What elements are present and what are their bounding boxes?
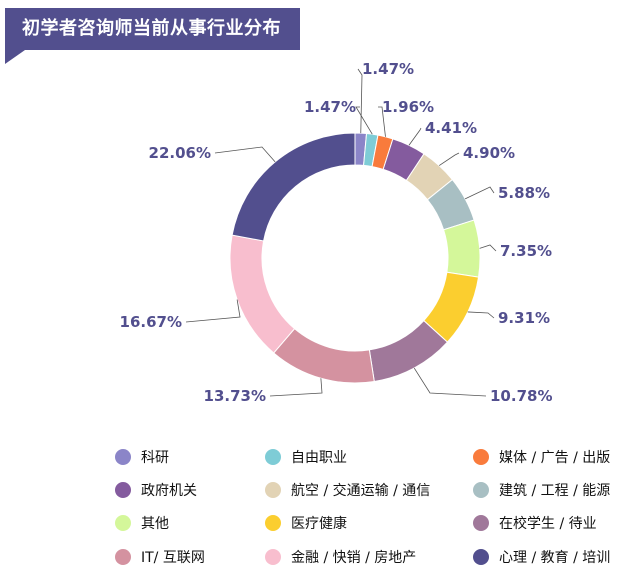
- legend-label: 建筑 / 工程 / 能源: [499, 483, 611, 499]
- data-label: 1.47%: [362, 60, 414, 78]
- leader-line: [467, 311, 495, 319]
- chart-title: 初学者咨询师当前从事行业分布: [22, 18, 281, 39]
- legend-item: 医疗健康: [265, 513, 347, 533]
- legend-label: 医疗健康: [291, 516, 347, 532]
- legend-item: 航空 / 交通运输 / 通信: [265, 480, 430, 500]
- leader-line: [357, 68, 363, 134]
- legend-item: 心理 / 教育 / 培训: [473, 547, 610, 567]
- legend-item: 其他: [115, 513, 169, 533]
- legend-swatch: [265, 549, 281, 565]
- donut-slice: [231, 132, 356, 242]
- data-label: 16.67%: [120, 313, 182, 331]
- legend-item: 建筑 / 工程 / 能源: [473, 480, 610, 500]
- data-label: 5.88%: [498, 184, 550, 202]
- legend-swatch: [265, 515, 281, 531]
- legend-label: IT/ 互联网: [141, 550, 205, 566]
- leader-line: [269, 378, 323, 397]
- legend-item: 在校学生 / 待业: [473, 513, 597, 533]
- data-label: 4.90%: [463, 144, 515, 162]
- legend-swatch: [265, 482, 281, 498]
- donut-slice: [273, 327, 375, 384]
- leader-line: [378, 106, 386, 137]
- legend-label: 媒体 / 广告 / 出版: [499, 450, 611, 466]
- leader-line: [464, 186, 495, 200]
- legend-label: 自由职业: [291, 450, 347, 466]
- legend-item: 科研: [115, 447, 169, 467]
- legend-item: 政府机关: [115, 480, 197, 500]
- title-banner-notch: [5, 50, 25, 64]
- data-label: 1.96%: [382, 98, 434, 116]
- legend-swatch: [115, 482, 131, 498]
- data-label: 13.73%: [204, 387, 266, 405]
- leader-line: [408, 127, 422, 146]
- legend-swatch: [473, 449, 489, 465]
- legend-label: 政府机关: [141, 483, 197, 499]
- leader-line: [438, 152, 460, 166]
- title-banner: [5, 8, 300, 50]
- legend-swatch: [473, 482, 489, 498]
- donut-slice: [442, 219, 481, 278]
- leader-line: [214, 146, 276, 163]
- legend-label: 心理 / 教育 / 培训: [499, 550, 611, 566]
- data-label: 22.06%: [149, 144, 211, 162]
- legend-item: 自由职业: [265, 447, 347, 467]
- legend-swatch: [115, 515, 131, 531]
- donut-chart: 1.47% 1.47% 1.96% 4.41% 4.90% 5.88% 7.35% 9.31%…: [120, 60, 553, 405]
- legend-item: 媒体 / 广告 / 出版: [473, 447, 610, 467]
- legend-swatch: [473, 515, 489, 531]
- legend-label: 航空 / 交通运输 / 通信: [291, 483, 431, 499]
- legend-item: 金融 / 快销 / 房地产: [265, 547, 416, 567]
- donut-slice: [229, 234, 296, 354]
- legend-label: 在校学生 / 待业: [499, 516, 597, 532]
- data-label: 9.31%: [498, 309, 550, 327]
- leader-line: [479, 244, 497, 252]
- legend-label: 科研: [141, 450, 169, 466]
- data-label: 1.47%: [304, 98, 356, 116]
- legend-swatch: [115, 449, 131, 465]
- data-label: 7.35%: [500, 242, 552, 260]
- legend-swatch: [265, 449, 281, 465]
- legend-swatch: [115, 549, 131, 565]
- legend-label: 其他: [141, 516, 169, 532]
- data-label: 4.41%: [425, 119, 477, 137]
- legend-label: 金融 / 快销 / 房地产: [291, 550, 417, 566]
- leader-line: [185, 299, 241, 323]
- legend-swatch: [473, 549, 489, 565]
- leader-line: [355, 106, 373, 135]
- legend-item: IT/ 互联网: [115, 547, 205, 567]
- leader-line: [413, 367, 487, 397]
- data-label: 10.78%: [490, 387, 552, 405]
